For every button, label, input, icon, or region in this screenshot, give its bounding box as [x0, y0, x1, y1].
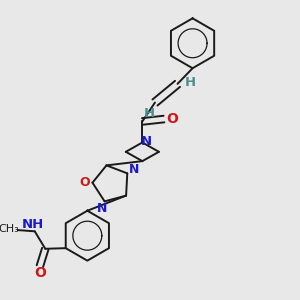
- Text: N: N: [128, 163, 139, 176]
- Text: N: N: [97, 202, 107, 215]
- Text: H: H: [144, 107, 155, 120]
- Text: H: H: [184, 76, 196, 89]
- Text: N: N: [141, 135, 152, 148]
- Text: O: O: [80, 176, 90, 189]
- Text: O: O: [34, 266, 46, 280]
- Text: NH: NH: [22, 218, 44, 231]
- Text: CH₃: CH₃: [0, 224, 19, 234]
- Text: O: O: [167, 112, 178, 126]
